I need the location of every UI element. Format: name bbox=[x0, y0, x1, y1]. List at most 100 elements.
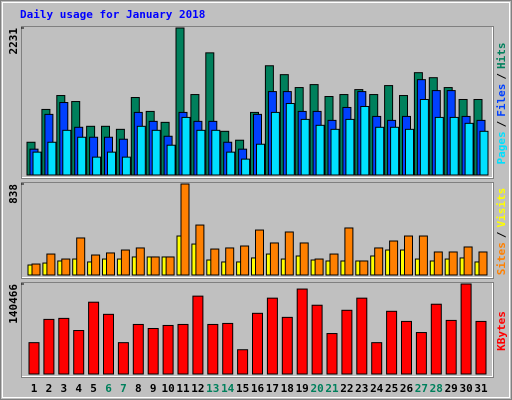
legend: Pages / Files / Hits bbox=[495, 43, 508, 165]
bar bbox=[47, 141, 57, 176]
bar bbox=[479, 130, 489, 176]
bar bbox=[344, 227, 354, 276]
bar bbox=[211, 129, 221, 176]
bar bbox=[405, 128, 414, 176]
x-tick-label: 14 bbox=[221, 382, 235, 395]
bar bbox=[192, 295, 204, 375]
bar bbox=[375, 126, 385, 176]
bar bbox=[266, 297, 278, 375]
bar bbox=[285, 103, 295, 176]
legend-entry: Files bbox=[495, 84, 508, 117]
bar bbox=[77, 136, 87, 176]
x-tick-label: 1 bbox=[31, 382, 38, 395]
bar bbox=[162, 324, 174, 375]
y-tick-label: 2231 bbox=[7, 28, 20, 55]
x-tick-label: 10 bbox=[161, 382, 174, 395]
bar bbox=[241, 158, 251, 176]
bar bbox=[360, 105, 370, 176]
bar bbox=[32, 151, 42, 176]
legend: Sites / Visits bbox=[495, 188, 508, 276]
y-tick-label: 838 bbox=[7, 184, 20, 204]
bar bbox=[404, 235, 413, 276]
x-tick-label: 27 bbox=[415, 382, 428, 395]
bar bbox=[136, 125, 146, 176]
bar bbox=[314, 258, 324, 276]
bar bbox=[415, 332, 427, 375]
x-tick-label: 11 bbox=[176, 382, 190, 395]
bar bbox=[269, 242, 279, 276]
x-tick-label: 6 bbox=[105, 382, 112, 395]
bar bbox=[445, 319, 457, 375]
x-tick-label: 17 bbox=[266, 382, 279, 395]
bar bbox=[345, 118, 355, 176]
bar bbox=[300, 118, 310, 176]
legend-separator: / bbox=[495, 73, 508, 80]
bar bbox=[311, 304, 323, 375]
bar bbox=[356, 297, 368, 375]
legend-entry: Pages bbox=[495, 131, 508, 164]
bar bbox=[449, 116, 459, 176]
bar bbox=[117, 342, 129, 375]
bar bbox=[374, 247, 384, 276]
legend-entry: Sites bbox=[495, 242, 508, 275]
bar bbox=[326, 333, 338, 375]
bar bbox=[329, 253, 339, 276]
x-tick-label: 20 bbox=[310, 382, 323, 395]
bar bbox=[281, 316, 293, 375]
bar bbox=[270, 111, 280, 176]
bar bbox=[46, 253, 56, 276]
bar bbox=[315, 124, 325, 176]
bar bbox=[166, 144, 176, 176]
bar bbox=[225, 247, 235, 276]
x-tick-label: 25 bbox=[385, 382, 398, 395]
x-tick-label: 12 bbox=[191, 382, 204, 395]
bar bbox=[296, 288, 308, 375]
legend-separator: / bbox=[495, 120, 508, 127]
x-tick-label: 29 bbox=[445, 382, 458, 395]
x-tick-label: 16 bbox=[251, 382, 265, 395]
bar bbox=[150, 256, 160, 276]
bar bbox=[132, 323, 144, 375]
x-tick-label: 22 bbox=[340, 382, 353, 395]
x-tick-label: 23 bbox=[355, 382, 368, 395]
bar bbox=[92, 156, 102, 176]
bar bbox=[91, 254, 101, 276]
bar bbox=[147, 327, 159, 375]
bar bbox=[299, 242, 309, 276]
y-tick-label: 140466 bbox=[7, 284, 20, 324]
bar bbox=[58, 317, 70, 375]
bar bbox=[433, 251, 443, 276]
bar bbox=[386, 310, 398, 375]
bar bbox=[341, 309, 353, 375]
bar bbox=[180, 183, 190, 276]
bar bbox=[401, 320, 412, 375]
bar bbox=[210, 248, 220, 276]
bar bbox=[43, 318, 55, 375]
x-tick-label: 3 bbox=[60, 382, 67, 395]
bar bbox=[120, 249, 130, 276]
bar bbox=[195, 224, 205, 276]
x-tick-label: 4 bbox=[75, 382, 82, 395]
bar bbox=[419, 98, 429, 176]
x-tick-label: 26 bbox=[400, 382, 414, 395]
bar bbox=[418, 235, 428, 276]
bar bbox=[330, 128, 340, 176]
x-tick-label: 9 bbox=[150, 382, 157, 395]
bar bbox=[460, 283, 472, 375]
x-tick-label: 24 bbox=[370, 382, 384, 395]
legend: KBytes bbox=[495, 311, 508, 351]
legend-separator: / bbox=[495, 231, 508, 238]
bar bbox=[121, 156, 131, 176]
bar bbox=[107, 151, 116, 176]
bar bbox=[371, 342, 383, 375]
x-tick-label: 31 bbox=[474, 382, 488, 395]
bar bbox=[430, 303, 442, 375]
bar bbox=[390, 126, 400, 176]
x-tick-label: 21 bbox=[325, 382, 339, 395]
bar bbox=[475, 320, 487, 375]
bar bbox=[448, 251, 458, 276]
legend-entry: Hits bbox=[495, 43, 508, 70]
bar bbox=[103, 313, 114, 375]
chart-title: Daily usage for January 2018 bbox=[20, 8, 205, 21]
